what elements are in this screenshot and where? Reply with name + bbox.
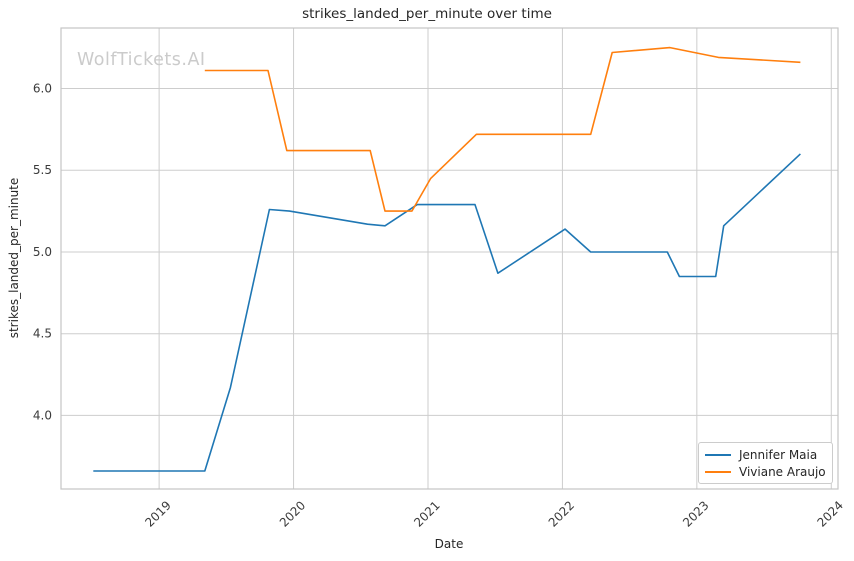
chart-title: strikes_landed_per_minute over time (302, 6, 552, 22)
legend-item-jennifer-maia: Jennifer Maia (705, 448, 826, 462)
x-axis-label: Date (434, 537, 464, 551)
y-axis-label: strikes_landed_per_minute (7, 177, 21, 339)
x-tick-label-2019: 2019 (142, 498, 173, 529)
y-tick-label-4.5: 4.5 (33, 327, 52, 341)
series-line-jennifer-maia (93, 153, 801, 472)
y-tick-label-5.5: 5.5 (33, 163, 52, 177)
legend-line-swatch-blue (705, 453, 731, 456)
x-tick-label-2022: 2022 (546, 498, 577, 529)
series-line-viviane-araujo (204, 46, 801, 212)
x-tick-label-2023: 2023 (680, 498, 711, 529)
legend-line-swatch-orange (705, 470, 731, 473)
legend-label: Viviane Araujo (739, 464, 826, 479)
x-tick-label-2020: 2020 (277, 498, 308, 529)
y-tick-label-6.0: 6.0 (33, 81, 52, 95)
legend-item-viviane-araujo: Viviane Araujo (705, 465, 826, 479)
legend-label: Jennifer Maia (739, 447, 818, 462)
x-tick-label-2024: 2024 (815, 498, 846, 529)
plot-border (60, 27, 839, 490)
y-tick-label-4.0: 4.0 (33, 408, 52, 422)
x-tick-label-2021: 2021 (411, 498, 442, 529)
legend: Jennifer Maia Viviane Araujo (698, 442, 833, 484)
y-tick-label-5.0: 5.0 (33, 245, 52, 259)
watermark: WolfTickets.AI (77, 50, 206, 70)
